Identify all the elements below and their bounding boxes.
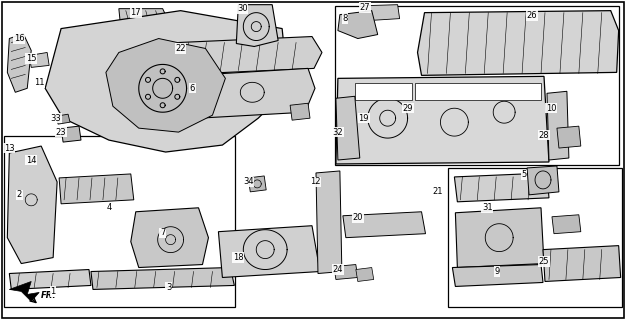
Text: 15: 15: [26, 54, 36, 63]
Text: 6: 6: [190, 84, 195, 93]
Polygon shape: [8, 146, 57, 264]
Text: 33: 33: [51, 114, 61, 123]
Text: 28: 28: [539, 131, 549, 140]
Text: 29: 29: [403, 104, 413, 113]
Polygon shape: [131, 208, 208, 268]
Polygon shape: [8, 34, 31, 92]
Text: 14: 14: [26, 156, 36, 164]
Text: 19: 19: [359, 114, 369, 123]
Polygon shape: [59, 174, 134, 204]
Polygon shape: [454, 173, 549, 202]
Polygon shape: [188, 68, 315, 118]
Text: 7: 7: [160, 228, 165, 237]
Polygon shape: [336, 96, 360, 160]
Text: 12: 12: [310, 177, 321, 187]
Text: 25: 25: [539, 257, 549, 266]
Polygon shape: [334, 265, 358, 279]
Text: 24: 24: [332, 265, 343, 274]
Text: 21: 21: [432, 188, 443, 196]
Text: 13: 13: [4, 144, 14, 153]
Bar: [448, 168, 622, 307]
Text: 20: 20: [352, 213, 363, 222]
Bar: [335, 6, 618, 165]
Polygon shape: [552, 215, 581, 234]
Polygon shape: [9, 269, 91, 289]
Bar: [4, 136, 235, 307]
Polygon shape: [218, 226, 320, 277]
Text: 31: 31: [482, 203, 493, 212]
Text: 16: 16: [14, 34, 24, 43]
Polygon shape: [290, 103, 310, 120]
Polygon shape: [9, 282, 39, 301]
Text: 26: 26: [526, 11, 537, 20]
Text: FR.: FR.: [41, 291, 57, 300]
Polygon shape: [418, 11, 618, 76]
Text: 4: 4: [106, 203, 111, 212]
Polygon shape: [356, 268, 374, 282]
Text: 3: 3: [166, 283, 172, 292]
Polygon shape: [56, 114, 70, 124]
Text: 23: 23: [56, 128, 66, 137]
Text: 1: 1: [51, 287, 56, 296]
Text: 10: 10: [546, 104, 557, 113]
Polygon shape: [237, 5, 278, 46]
Polygon shape: [453, 265, 543, 286]
Polygon shape: [61, 126, 81, 142]
Polygon shape: [355, 83, 411, 100]
Text: 34: 34: [243, 177, 254, 187]
Text: 17: 17: [130, 8, 141, 17]
Polygon shape: [414, 83, 541, 100]
Text: 5: 5: [521, 171, 526, 180]
Text: 2: 2: [17, 190, 22, 199]
Polygon shape: [543, 246, 620, 282]
Polygon shape: [316, 171, 342, 274]
Text: 18: 18: [233, 253, 244, 262]
Polygon shape: [547, 91, 569, 160]
Text: 8: 8: [342, 14, 347, 23]
Polygon shape: [173, 36, 322, 74]
Polygon shape: [455, 208, 544, 268]
Polygon shape: [106, 38, 225, 132]
Polygon shape: [29, 52, 49, 68]
Text: 32: 32: [332, 128, 343, 137]
Polygon shape: [365, 5, 399, 20]
Polygon shape: [527, 166, 559, 195]
Text: 30: 30: [237, 4, 248, 13]
Polygon shape: [45, 11, 288, 152]
Text: 27: 27: [359, 3, 370, 12]
Polygon shape: [119, 9, 171, 36]
Text: 9: 9: [495, 267, 500, 276]
Polygon shape: [91, 268, 234, 289]
Polygon shape: [557, 126, 581, 148]
Polygon shape: [343, 212, 426, 238]
Polygon shape: [338, 11, 377, 38]
Polygon shape: [336, 76, 549, 164]
Text: 11: 11: [34, 78, 44, 87]
Polygon shape: [249, 176, 266, 192]
Text: 22: 22: [175, 44, 186, 53]
